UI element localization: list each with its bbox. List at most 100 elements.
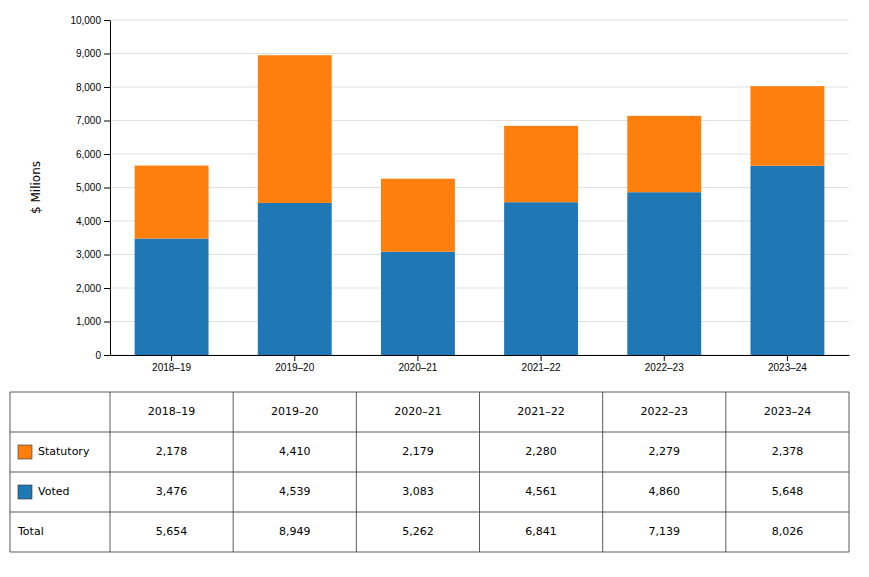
table-cell: 2,279 — [649, 445, 681, 458]
bar — [627, 192, 701, 355]
table-header: 2021–22 — [517, 405, 565, 418]
y-tick-label: 5,000 — [76, 182, 101, 193]
x-tick: 2019–20 — [275, 355, 314, 373]
table-rule — [233, 392, 234, 552]
table-row-label: Total — [17, 525, 44, 538]
table-rule — [10, 392, 11, 552]
y-tick-mark — [104, 188, 110, 189]
y-tick-mark — [104, 121, 110, 122]
table-header: 2020–21 — [394, 405, 442, 418]
table-rule — [10, 432, 849, 433]
x-tick-mark — [171, 355, 172, 361]
table-rule — [849, 392, 850, 552]
table-rule — [479, 392, 480, 552]
bar — [135, 239, 209, 355]
y-tick: 2,000 — [76, 283, 110, 294]
y-tick: 4,000 — [76, 216, 110, 227]
y-tick: 3,000 — [76, 249, 110, 260]
table-rule — [10, 472, 849, 473]
y-axis-line — [110, 21, 111, 356]
x-tick: 2021–22 — [522, 355, 561, 373]
table-rule — [10, 552, 849, 553]
y-tick-mark — [104, 221, 110, 222]
table-cell: 8,949 — [279, 525, 311, 538]
bar — [627, 116, 701, 192]
table-row-label: Statutory — [38, 445, 90, 458]
bar — [258, 55, 332, 203]
table-rule — [725, 392, 726, 552]
chart: 01,0002,0003,0004,0005,0006,0007,0008,00… — [0, 0, 869, 577]
y-axis-title: $ Milions — [29, 161, 43, 214]
bar — [258, 203, 332, 355]
x-tick-mark — [294, 355, 295, 361]
table-rule — [110, 392, 111, 552]
y-tick: 1,000 — [76, 316, 110, 327]
bar — [750, 86, 824, 166]
bar-series — [135, 55, 825, 252]
y-tick-label: 9,000 — [76, 48, 101, 59]
x-tick: 2022–23 — [645, 355, 684, 373]
y-tick-label: 8,000 — [76, 82, 101, 93]
x-tick: 2018–19 — [152, 355, 191, 373]
table-header: 2019–20 — [271, 405, 319, 418]
grid-line — [110, 154, 849, 155]
table-cell: 5,262 — [402, 525, 434, 538]
bar — [135, 166, 209, 239]
bars — [135, 55, 825, 355]
y-tick-mark — [104, 154, 110, 155]
table-rule — [356, 392, 357, 552]
y-tick-mark — [104, 288, 110, 289]
data-table: 2018–192019–202020–212021–222022–232023–… — [10, 392, 849, 552]
x-axis: 2018–19 2019–20 2020–21 2021–22 2022–23 2023–… — [111, 355, 850, 373]
grid — [110, 20, 849, 355]
table-rule — [602, 392, 603, 552]
table-header: 2023–24 — [764, 405, 812, 418]
grid-line — [110, 221, 849, 222]
y-tick: 10,000 — [70, 15, 110, 26]
bar — [504, 126, 578, 202]
grid-line — [110, 321, 849, 322]
table-cell: 4,860 — [649, 485, 681, 498]
y-tick-label: 0 — [95, 350, 101, 361]
bar-series — [135, 166, 825, 355]
bar — [381, 252, 455, 355]
y-tick: 0 — [95, 350, 110, 361]
grid-line — [110, 288, 849, 289]
x-tick: 2020–21 — [398, 355, 437, 373]
y-tick-mark — [104, 322, 110, 323]
table-cell: 6,841 — [525, 525, 557, 538]
bar — [750, 166, 824, 355]
y-axis: 01,0002,0003,0004,0005,0006,0007,0008,00… — [70, 15, 110, 361]
x-axis-line — [111, 355, 850, 356]
x-tick-mark — [541, 355, 542, 361]
y-tick-label: 4,000 — [76, 216, 101, 227]
table-cell: 4,410 — [279, 445, 311, 458]
x-tick-label: 2022–23 — [645, 362, 684, 373]
x-tick-mark — [417, 355, 418, 361]
y-tick-mark — [104, 255, 110, 256]
table-header: 2018–19 — [148, 405, 196, 418]
x-tick-mark — [664, 355, 665, 361]
table-row-label: Voted — [38, 485, 69, 498]
legend-swatch — [18, 485, 32, 499]
table-cell: 7,139 — [649, 525, 681, 538]
x-tick-label: 2021–22 — [522, 362, 561, 373]
table-rule — [10, 512, 849, 513]
bar — [381, 179, 455, 252]
table-cell: 2,378 — [772, 445, 804, 458]
y-tick: 9,000 — [76, 48, 110, 59]
grid-line — [110, 20, 849, 21]
table-rule — [10, 392, 849, 393]
x-tick: 2023–24 — [768, 355, 807, 373]
x-tick-mark — [787, 355, 788, 361]
y-tick-label: 7,000 — [76, 115, 101, 126]
x-tick-label: 2019–20 — [275, 362, 314, 373]
y-tick-mark — [104, 87, 110, 88]
y-tick-mark — [104, 355, 110, 356]
legend-swatch — [18, 445, 32, 459]
grid-line — [110, 254, 849, 255]
table-cell: 2,179 — [402, 445, 434, 458]
bar — [504, 202, 578, 355]
y-tick-label: 10,000 — [70, 15, 101, 26]
x-tick-label: 2018–19 — [152, 362, 191, 373]
